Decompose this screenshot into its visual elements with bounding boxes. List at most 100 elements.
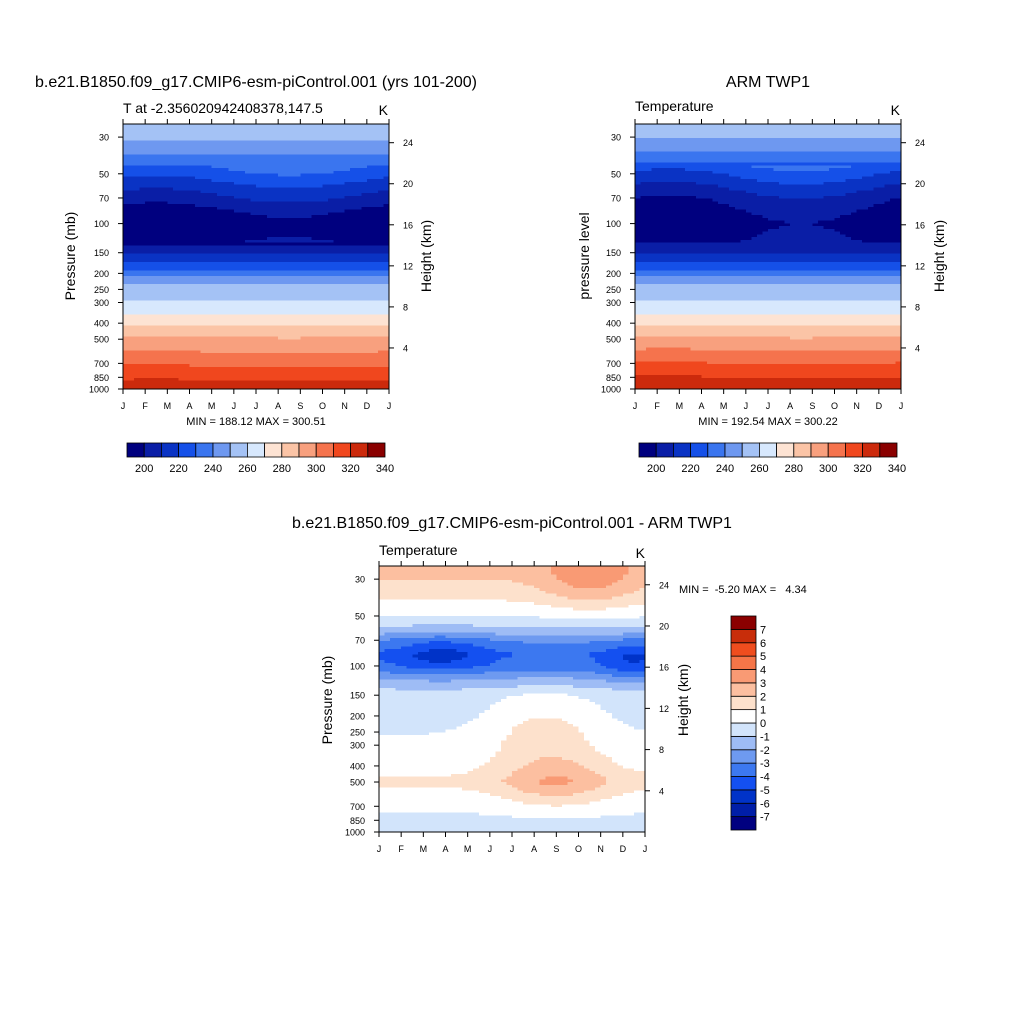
contour-cell [134, 135, 141, 139]
contour-cell [189, 179, 196, 183]
contour-cell [145, 325, 152, 329]
contour-cell [267, 300, 274, 305]
contour-cell [150, 317, 157, 321]
contour-cell [195, 204, 202, 208]
contour-cell [228, 170, 235, 175]
contour-cell [267, 209, 274, 213]
contour-cell [134, 372, 141, 376]
contour-cell [178, 273, 185, 277]
contour-cell [256, 314, 263, 318]
contour-cell [167, 253, 174, 258]
contour-cell [178, 380, 185, 385]
contour-cell [300, 179, 307, 183]
panel1-subtitle-right: K [379, 102, 389, 118]
contour-cell [128, 295, 135, 299]
contour-cell [172, 198, 180, 202]
contour-cell [178, 369, 185, 374]
contour-cell [228, 245, 235, 249]
contour-cell [289, 187, 296, 191]
contour-cell [189, 317, 196, 321]
contour-cell [228, 250, 235, 255]
contour-cell [256, 201, 263, 205]
contour-cell [150, 193, 157, 197]
contour-cell [178, 184, 185, 189]
contour-cell [161, 366, 168, 371]
contour-cell [278, 308, 285, 313]
contour-cell [172, 300, 180, 305]
contour-cell [244, 289, 252, 293]
contour-cell [206, 198, 213, 202]
contour-cell [289, 212, 296, 216]
contour-cell [283, 289, 290, 293]
contour-cell [167, 124, 174, 128]
contour-cell [244, 242, 252, 247]
contour-cell [161, 292, 168, 296]
contour-cell [134, 350, 141, 354]
contour-cell [178, 306, 185, 310]
contour-cell [222, 369, 229, 374]
contour-cell [278, 355, 285, 360]
colorbar-label: 240 [204, 463, 222, 475]
contour-cell [139, 212, 146, 216]
contour-cell [233, 126, 240, 131]
contour-cell [167, 292, 174, 296]
contour-cell [261, 386, 268, 390]
contour-cell [289, 331, 296, 335]
contour-cell [183, 184, 191, 189]
contour-cell [211, 364, 218, 368]
contour-cell [289, 358, 296, 362]
contour-cell [261, 286, 268, 291]
contour-cell [167, 206, 174, 211]
contour-cell [294, 339, 301, 343]
contour-cell [172, 228, 180, 233]
contour-cell [128, 366, 135, 371]
contour-cell [150, 135, 157, 139]
contour-cell [128, 325, 135, 329]
contour-cell [272, 209, 279, 213]
contour-cell [195, 273, 202, 277]
contour-cell [244, 187, 252, 191]
contour-cell [183, 126, 191, 131]
contour-cell [272, 300, 279, 305]
contour-cell [183, 375, 191, 379]
contour-cell [261, 253, 268, 258]
contour-cell [267, 267, 274, 271]
contour-cell [139, 245, 146, 249]
contour-cell [139, 239, 146, 244]
contour-cell [139, 353, 146, 357]
contour-cell [139, 342, 146, 346]
contour-cell [272, 267, 279, 271]
contour-cell [128, 300, 135, 305]
contour-cell [178, 176, 185, 180]
contour-cell [128, 242, 135, 247]
contour-cell [178, 275, 185, 280]
contour-cell [200, 292, 207, 296]
contour-cell [267, 278, 274, 282]
contour-cell [161, 124, 168, 128]
contour-cell [172, 124, 180, 128]
contour-cell [250, 347, 257, 351]
contour-cell [167, 259, 174, 263]
contour-cell [278, 311, 285, 316]
contour-cell [195, 245, 202, 249]
contour-cell [123, 342, 130, 346]
contour-cell [139, 292, 146, 296]
y-tick-label: 400 [94, 319, 109, 329]
contour-cell [250, 146, 257, 150]
contour-cell [239, 322, 246, 327]
contour-cell [283, 319, 290, 324]
contour-cell [267, 380, 274, 385]
contour-cell [272, 154, 279, 158]
contour-cell [294, 209, 301, 213]
contour-cell [128, 173, 135, 178]
contour-cell [228, 231, 235, 236]
contour-cell [222, 215, 229, 219]
contour-cell [178, 146, 185, 150]
contour-cell [222, 220, 229, 224]
x-tick-label: A [275, 401, 281, 411]
contour-cell [167, 248, 174, 252]
contour-cell [278, 140, 285, 144]
contour-cell [211, 228, 218, 233]
contour-cell [233, 300, 240, 305]
contour-cell [294, 256, 301, 260]
